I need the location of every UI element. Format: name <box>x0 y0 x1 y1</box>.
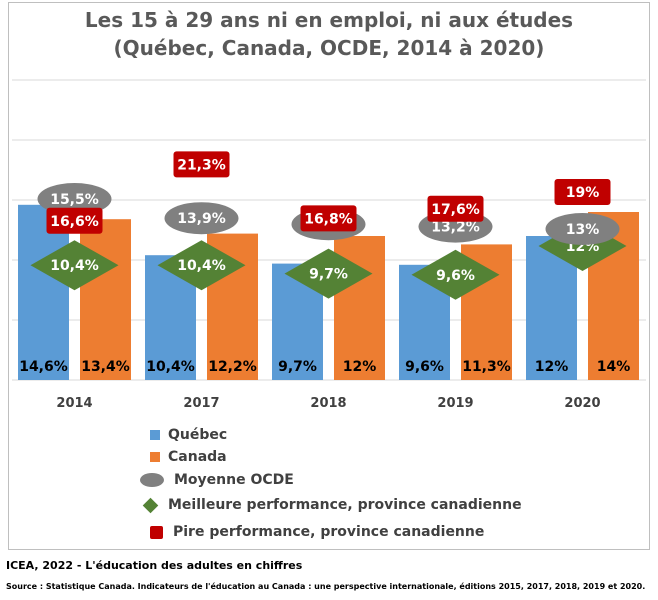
bar-label-quebec: 10,4% <box>146 359 195 375</box>
best-performance-diamond <box>411 249 500 300</box>
x-tick-label: 2019 <box>437 396 473 411</box>
legend-square-icon <box>150 430 160 440</box>
legend-label: Meilleure performance, province canadien… <box>168 497 522 513</box>
worst-performance-box <box>46 207 103 234</box>
best-performance-diamond <box>157 240 246 291</box>
x-tick-label: 2018 <box>310 396 346 411</box>
worst-performance-label: 21,3% <box>177 157 226 173</box>
worst-performance-box <box>300 205 357 232</box>
x-tick-label: 2020 <box>564 396 600 411</box>
oecd-label: 15,5% <box>50 192 99 208</box>
worst-performance-box <box>554 179 611 205</box>
legend-rect-icon <box>150 525 163 539</box>
chart-title-line-2: (Québec, Canada, OCDE, 2014 à 2020) <box>113 36 545 60</box>
bar-label-canada: 11,3% <box>462 359 511 375</box>
legend-label: Pire performance, province canadienne <box>173 524 485 540</box>
best-performance-diamond <box>30 240 119 291</box>
legend-item-oecd: Moyenne OCDE <box>140 469 294 491</box>
best-performance-label: 10,4% <box>50 258 99 274</box>
legend-diamond-icon <box>142 497 159 513</box>
oecd-label: 13,2% <box>431 220 480 236</box>
bar-quebec <box>18 204 69 380</box>
chart-title-line-1: Les 15 à 29 ans ni en emploi, ni aux étu… <box>84 8 574 32</box>
chart-plot: 14,6% 13,4% 2014 10,4% 15,5% 16,6% 10,4% 12,2% 2… <box>12 79 646 411</box>
x-tick-label: 2014 <box>56 396 92 411</box>
source-note: Source : Statistique Canada. Indicateurs… <box>6 582 646 591</box>
x-tick-label: 2017 <box>183 396 219 411</box>
legend-label: Moyenne OCDE <box>174 472 294 488</box>
oecd-ellipse <box>545 213 620 245</box>
bar-label-quebec: 9,6% <box>405 359 444 375</box>
worst-performance-box <box>427 195 484 222</box>
bar-label-quebec: 12% <box>535 359 569 375</box>
legend-item-quebec: Québec <box>150 424 227 446</box>
oecd-ellipse <box>37 183 112 215</box>
best-performance-label: 9,7% <box>309 267 348 283</box>
legend-label: Québec <box>168 427 228 443</box>
bar-canada <box>80 219 131 380</box>
worst-performance-label: 16,6% <box>50 214 99 230</box>
bar-label-quebec: 9,7% <box>278 359 317 375</box>
legend-label: Canada <box>168 449 227 465</box>
bar-label-canada: 12,2% <box>208 359 257 375</box>
oecd-label: 13% <box>566 222 600 238</box>
oecd-ellipse <box>164 202 239 235</box>
best-performance-diamond <box>284 248 373 299</box>
worst-performance-label: 17,6% <box>431 202 480 218</box>
best-performance-label: 9,6% <box>436 268 475 284</box>
best-performance-label: 10,4% <box>177 258 226 274</box>
legend-item-canada: Canada <box>150 446 227 468</box>
oecd-label: 13,9% <box>177 211 226 227</box>
bar-label-quebec: 14,6% <box>19 359 68 375</box>
bar-label-canada: 14% <box>597 359 631 375</box>
legend-item-worst: Pire performance, province canadienne <box>150 521 484 543</box>
worst-performance-label: 16,8% <box>304 211 353 227</box>
legend-square-icon <box>150 452 160 462</box>
bar-label-canada: 12% <box>343 359 377 375</box>
worst-performance-label: 19% <box>566 185 600 201</box>
bar-label-canada: 13,4% <box>81 359 130 375</box>
worst-performance-box <box>173 151 230 178</box>
legend-item-best: Meilleure performance, province canadien… <box>142 494 522 516</box>
footer-credit: ICEA, 2022 - L'éducation des adultes en … <box>6 559 303 572</box>
legend-ellipse-icon <box>140 473 164 487</box>
